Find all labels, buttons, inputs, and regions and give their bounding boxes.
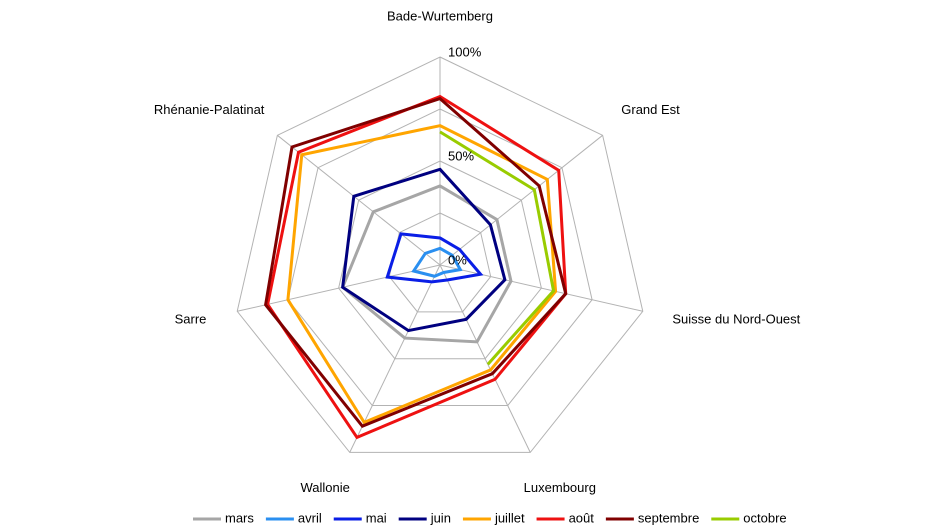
axis-spoke bbox=[439, 134, 603, 266]
series-line bbox=[264, 96, 568, 428]
category-label: Bade-Wurtemberg bbox=[387, 8, 493, 23]
category-label: Wallonie bbox=[300, 480, 349, 495]
y-tick-label: 0% bbox=[448, 252, 467, 267]
series-line bbox=[286, 124, 558, 425]
legend-label: juin bbox=[430, 510, 451, 525]
legend-label: juillet bbox=[494, 510, 525, 525]
series-line bbox=[385, 232, 484, 284]
series-line bbox=[439, 130, 556, 366]
legend-label: mars bbox=[225, 510, 254, 525]
axis-spoke bbox=[237, 264, 441, 312]
axis-spoke bbox=[439, 264, 531, 453]
y-tick-label: 100% bbox=[448, 44, 482, 59]
y-tick-label: 50% bbox=[448, 148, 474, 163]
grid-ring bbox=[287, 108, 593, 407]
series-line bbox=[411, 246, 463, 278]
grid-ring bbox=[338, 160, 542, 360]
category-label: Grand Est bbox=[621, 102, 680, 117]
category-label: Sarre bbox=[175, 312, 207, 327]
category-label: Rhénanie-Palatinat bbox=[154, 102, 265, 117]
axis-spoke bbox=[277, 134, 441, 266]
series-line bbox=[340, 184, 513, 344]
legend-label: mai bbox=[366, 510, 387, 525]
category-label: Suisse du Nord-Ouest bbox=[672, 312, 800, 327]
grid-ring bbox=[236, 56, 644, 453]
axis-spoke bbox=[439, 264, 643, 312]
legend-label: octobre bbox=[743, 510, 786, 525]
legend-label: avril bbox=[298, 510, 322, 525]
category-label: Luxembourg bbox=[524, 480, 596, 495]
series-line bbox=[341, 167, 507, 333]
series-line bbox=[266, 94, 568, 440]
legend-label: septembre bbox=[638, 510, 699, 525]
legend-label: août bbox=[569, 510, 595, 525]
